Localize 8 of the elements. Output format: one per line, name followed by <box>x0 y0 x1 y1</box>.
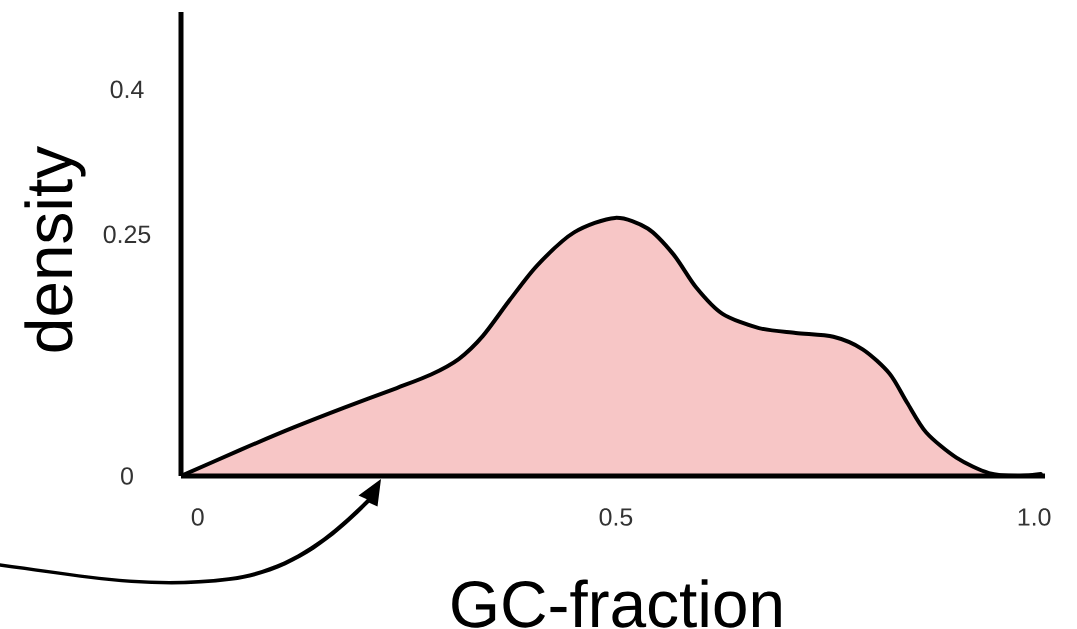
y-tick-label: 0.25 <box>103 225 151 244</box>
x-tick-label: 1.0 <box>1018 508 1051 526</box>
x-axis-title: GC-fraction <box>452 579 781 628</box>
x-tick-label: 0.5 <box>599 508 633 526</box>
y-tick-label: 0.4 <box>110 80 144 99</box>
y-tick-label: 0 <box>121 467 133 485</box>
y-axis-title: density <box>24 146 86 352</box>
x-tick-label: 0 <box>191 508 204 526</box>
